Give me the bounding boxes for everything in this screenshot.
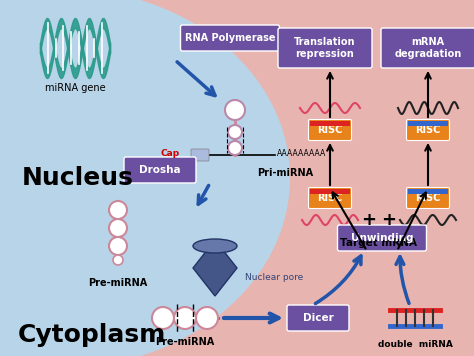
- FancyBboxPatch shape: [124, 157, 196, 183]
- Circle shape: [228, 125, 242, 139]
- FancyBboxPatch shape: [309, 120, 352, 141]
- Text: Target mRNA: Target mRNA: [340, 238, 418, 248]
- FancyBboxPatch shape: [309, 188, 352, 209]
- FancyBboxPatch shape: [407, 120, 449, 141]
- Text: miRNA gene: miRNA gene: [45, 83, 105, 93]
- FancyBboxPatch shape: [381, 28, 474, 68]
- FancyBboxPatch shape: [407, 188, 449, 209]
- Polygon shape: [408, 189, 448, 194]
- FancyBboxPatch shape: [278, 28, 372, 68]
- Polygon shape: [408, 121, 448, 126]
- Text: Translation
repression: Translation repression: [294, 37, 356, 59]
- Text: Nucleus: Nucleus: [22, 166, 134, 190]
- Circle shape: [113, 255, 123, 265]
- Circle shape: [152, 307, 174, 329]
- Polygon shape: [0, 0, 290, 356]
- Polygon shape: [310, 121, 350, 126]
- Text: Cytoplasm: Cytoplasm: [18, 323, 166, 347]
- Text: AAAAAAAAA: AAAAAAAAA: [277, 148, 326, 157]
- Text: Pre-miRNA: Pre-miRNA: [88, 278, 147, 288]
- Text: Pre-miRNA: Pre-miRNA: [155, 337, 215, 347]
- FancyBboxPatch shape: [287, 305, 349, 331]
- Text: Dicer: Dicer: [302, 313, 333, 323]
- Text: +: +: [362, 211, 376, 229]
- Text: RISC: RISC: [415, 193, 441, 203]
- Text: mRNA
degradation: mRNA degradation: [394, 37, 462, 59]
- Text: Unwinding: Unwinding: [351, 233, 413, 243]
- Circle shape: [109, 219, 127, 237]
- Text: RISC: RISC: [317, 193, 343, 203]
- Ellipse shape: [193, 239, 237, 253]
- Circle shape: [109, 237, 127, 255]
- Text: Drosha: Drosha: [139, 165, 181, 175]
- Circle shape: [196, 307, 218, 329]
- FancyBboxPatch shape: [191, 149, 209, 161]
- Text: Nuclear pore: Nuclear pore: [245, 273, 303, 283]
- Text: RISC: RISC: [317, 125, 343, 135]
- Text: Cap: Cap: [161, 148, 180, 157]
- Circle shape: [174, 307, 196, 329]
- Text: RISC: RISC: [415, 125, 441, 135]
- FancyBboxPatch shape: [181, 25, 280, 51]
- Circle shape: [228, 141, 242, 155]
- Text: RNA Polymerase: RNA Polymerase: [185, 33, 275, 43]
- Text: +: +: [382, 211, 396, 229]
- Text: double  miRNA: double miRNA: [378, 340, 453, 349]
- Text: Pri-miRNA: Pri-miRNA: [257, 168, 313, 178]
- FancyBboxPatch shape: [337, 225, 427, 251]
- Circle shape: [109, 201, 127, 219]
- Polygon shape: [193, 240, 237, 296]
- Circle shape: [225, 100, 245, 120]
- Polygon shape: [310, 189, 350, 194]
